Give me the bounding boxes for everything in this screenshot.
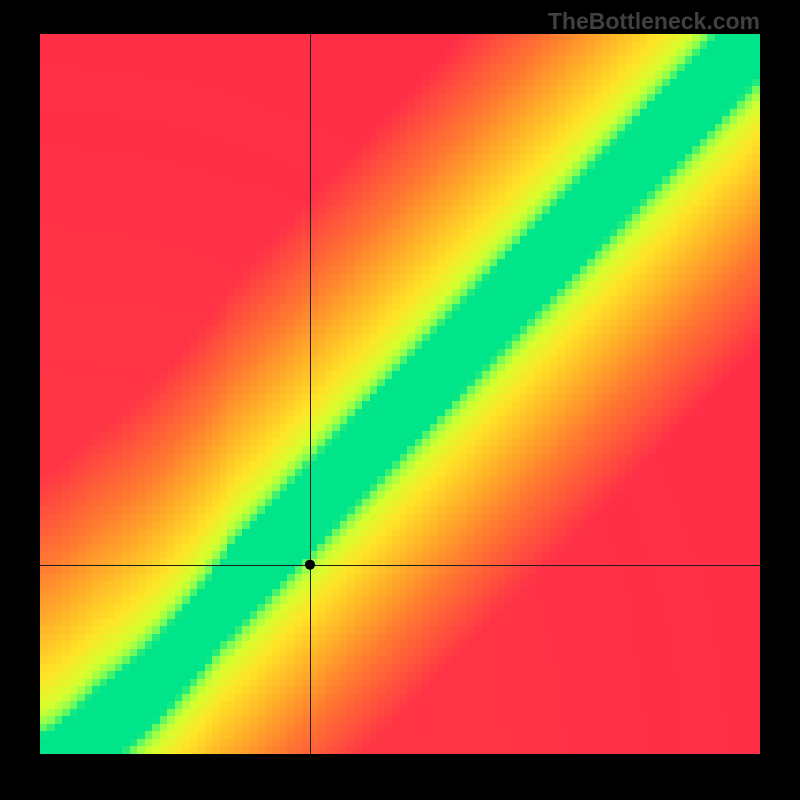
- chart-container: TheBottleneck.com: [0, 0, 800, 800]
- watermark-text: TheBottleneck.com: [548, 8, 760, 35]
- bottleneck-heatmap: [40, 34, 760, 754]
